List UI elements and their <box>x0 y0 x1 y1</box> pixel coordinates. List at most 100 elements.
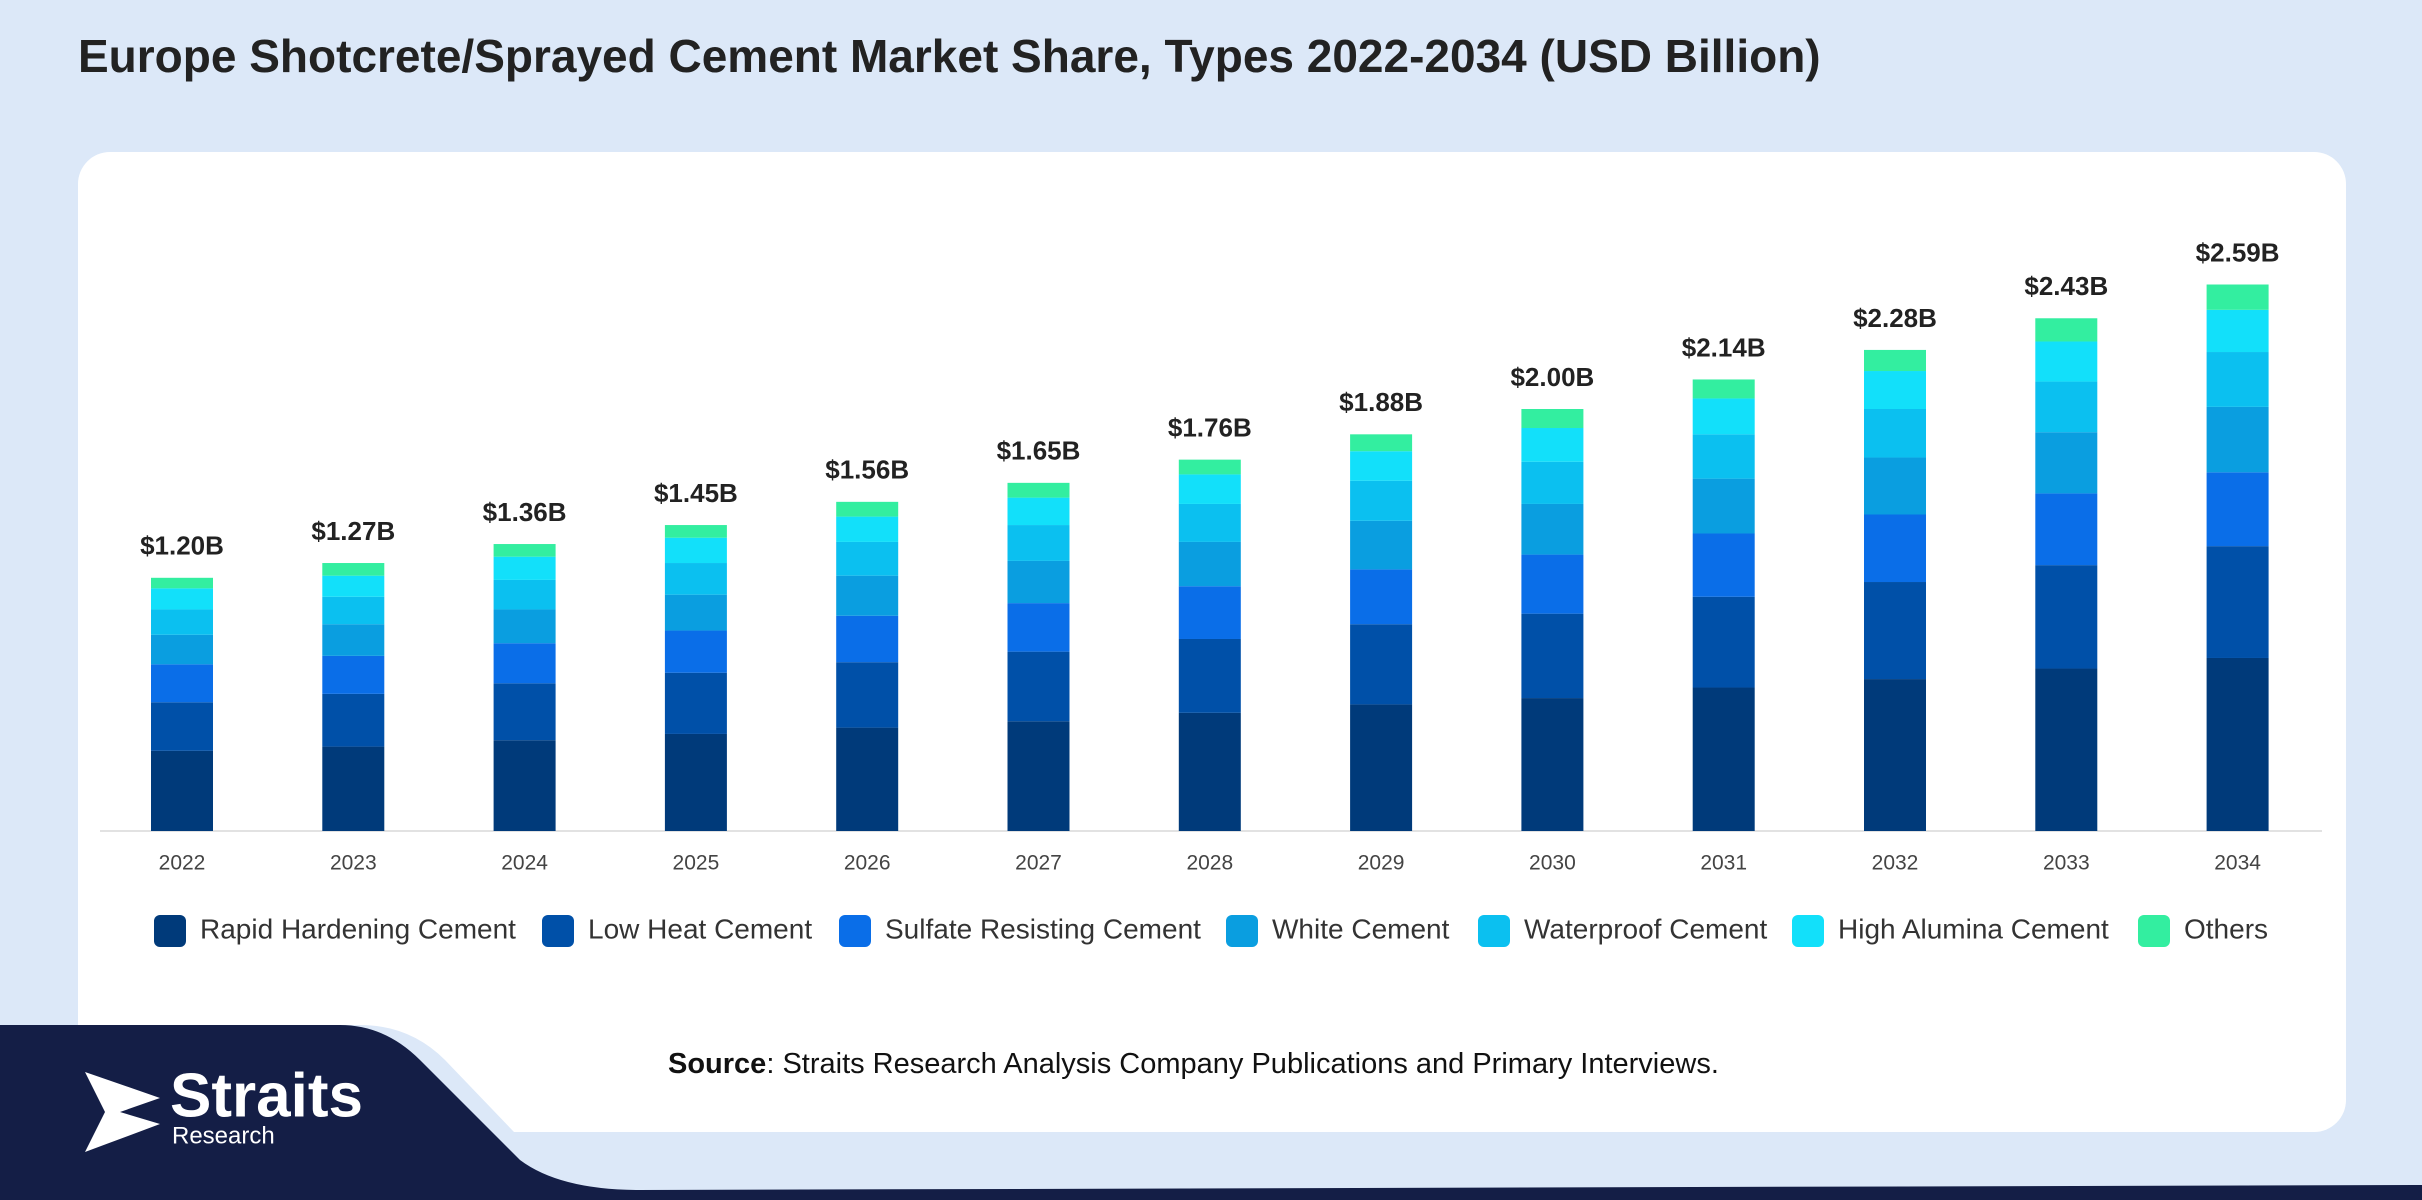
legend-label: White Cement <box>1272 913 1450 944</box>
bar-segment <box>1692 398 1755 435</box>
bar-segment <box>493 740 556 831</box>
bar-segment <box>1864 457 1926 515</box>
bar-segment <box>664 630 727 673</box>
bar-segment <box>493 609 556 644</box>
bar-segment <box>2206 472 2269 547</box>
bar-segment <box>2206 406 2269 473</box>
bar-segment <box>664 537 727 564</box>
bar-segment <box>1350 451 1413 481</box>
bar-segment <box>1007 497 1070 526</box>
bar-segment <box>2035 341 2098 382</box>
bar-segment <box>151 750 213 831</box>
bar-segment <box>1178 638 1241 713</box>
bar-segment <box>151 634 213 665</box>
bar-segment <box>1178 541 1241 587</box>
bar-segment <box>836 516 899 542</box>
bar-segment <box>1007 482 1070 498</box>
bar-segment <box>322 624 385 656</box>
bar-segment <box>1350 569 1413 625</box>
bar-segment <box>836 541 899 576</box>
bar-segment <box>1692 687 1755 831</box>
bar-segment <box>322 693 385 747</box>
x-tick-label: 2031 <box>1700 852 1747 875</box>
bar-segment <box>151 664 213 703</box>
bar-segment <box>1864 582 1926 680</box>
bar-segment <box>1350 704 1413 831</box>
bar-segment <box>1007 560 1070 604</box>
bar-segment <box>322 596 385 625</box>
x-tick-label: 2025 <box>673 852 720 875</box>
total-label: $1.88B <box>1339 387 1423 417</box>
bar-segment <box>1692 596 1755 688</box>
legend-swatch <box>1226 915 1258 947</box>
x-tick-label: 2029 <box>1358 852 1405 875</box>
bar-segment <box>1178 586 1241 639</box>
bar-segment <box>2035 668 2098 831</box>
x-tick-label: 2023 <box>330 852 377 875</box>
chart-title: Europe Shotcrete/Sprayed Cement Market S… <box>78 30 1821 82</box>
logo-subtext: Research <box>172 1122 275 1149</box>
bar-segment <box>151 577 213 589</box>
legend-swatch <box>839 915 871 947</box>
legend-label: Waterproof Cement <box>1524 913 1767 944</box>
legend-label: High Alumina Cement <box>1838 913 2109 944</box>
bar-segment <box>322 575 385 597</box>
bar-segment <box>493 643 556 684</box>
footer-band <box>0 1025 2422 1200</box>
x-tick-label: 2026 <box>844 852 891 875</box>
bar-segment <box>1521 613 1584 699</box>
bar-segment <box>836 727 899 831</box>
bar-segment <box>493 556 556 580</box>
bar-segment <box>151 702 213 751</box>
bar-segment <box>2035 381 2098 433</box>
bar-segment <box>1521 409 1584 428</box>
bar-segment <box>493 683 556 741</box>
logo-icon <box>85 1072 160 1152</box>
x-tick-label: 2030 <box>1529 852 1576 875</box>
bar-segment <box>1178 459 1241 475</box>
bar-segment <box>664 594 727 631</box>
legend-swatch <box>1792 915 1824 947</box>
legend-swatch <box>1478 915 1510 947</box>
total-label: $2.28B <box>1853 303 1937 333</box>
total-label: $1.27B <box>311 516 395 546</box>
bar-segment <box>1521 503 1584 555</box>
bar-segment <box>664 733 727 831</box>
bar-segment <box>1350 520 1413 570</box>
x-tick-label: 2033 <box>2043 852 2090 875</box>
legend-label: Low Heat Cement <box>588 913 812 944</box>
bar-segment <box>836 501 899 517</box>
bar-segment <box>1178 474 1241 504</box>
bar-segment <box>1521 461 1584 504</box>
bar-segment <box>1692 434 1755 479</box>
legend-swatch <box>542 915 574 947</box>
total-label: $1.56B <box>825 455 909 485</box>
source-text: : Straits Research Analysis Company Publ… <box>766 1048 1719 1080</box>
bar-segment <box>151 588 213 610</box>
bar-segment <box>1864 514 1926 583</box>
bar-segment <box>1692 533 1755 597</box>
total-label: $1.36B <box>483 497 567 527</box>
bar-segment <box>322 655 385 694</box>
bar-segment <box>836 615 899 663</box>
total-label: $2.43B <box>2024 271 2108 301</box>
bar-segment <box>664 563 727 595</box>
legend-swatch <box>2138 915 2170 947</box>
bar-segment <box>2035 493 2098 566</box>
total-label: $1.65B <box>997 436 1081 466</box>
bar-segment <box>2206 657 2269 831</box>
bar-segment <box>2035 565 2098 669</box>
bar-segment <box>836 662 899 728</box>
bar-segment <box>1521 427 1584 462</box>
bar-segment <box>2035 318 2098 342</box>
total-label: $1.45B <box>654 478 738 508</box>
total-label: $2.14B <box>1682 332 1766 362</box>
bar-segment <box>1007 651 1070 722</box>
bar-segment <box>1521 698 1584 831</box>
bar-segment <box>1178 712 1241 831</box>
legend-label: Sulfate Resisting Cement <box>885 913 1201 944</box>
bar-segment <box>1864 349 1926 372</box>
bar-segment <box>1007 721 1070 831</box>
